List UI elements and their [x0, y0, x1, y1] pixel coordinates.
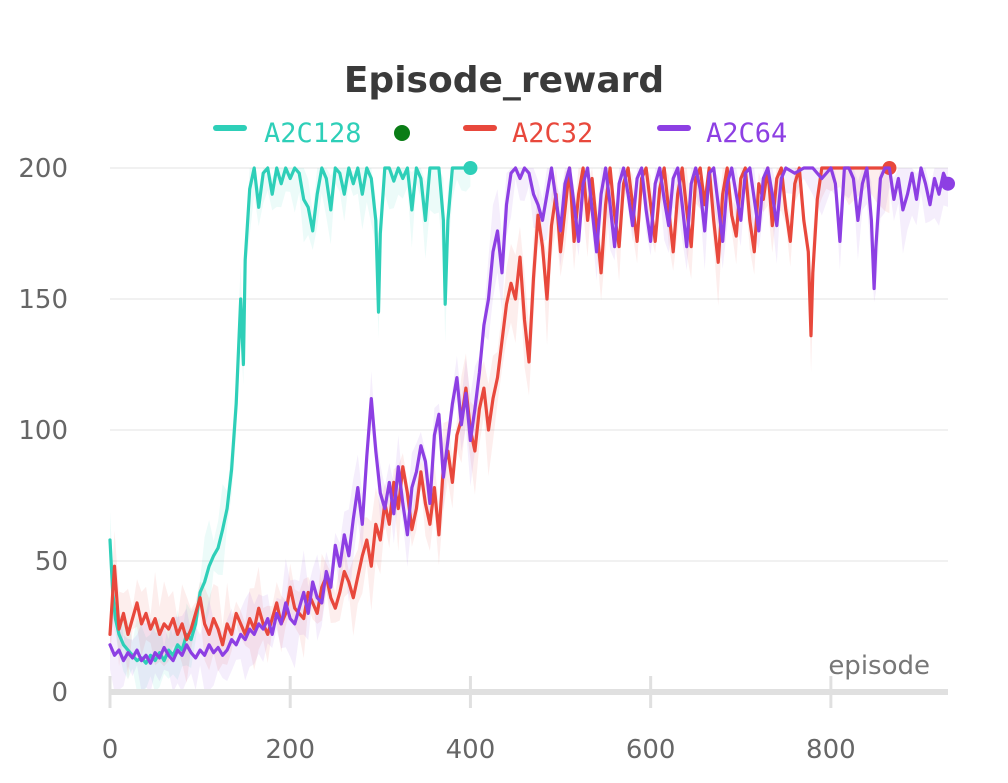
band-a2c128	[110, 168, 471, 692]
x-tick-label: 400	[446, 735, 496, 765]
legend-label-a2c128[interactable]: A2C128	[264, 118, 362, 149]
series-line-a2c32[interactable]	[108, 166, 891, 647]
chart-title: Episode_reward	[344, 60, 664, 101]
band-a2c64	[110, 168, 948, 692]
legend-label-a2c32[interactable]: A2C32	[512, 118, 593, 149]
chart-legend[interactable]: A2C128 A2C32 A2C64	[213, 118, 787, 149]
series-line-a2c64[interactable]	[108, 166, 950, 665]
y-tick-label: 200	[18, 154, 68, 184]
raw-data-bands	[110, 168, 948, 692]
x-tick-label: 600	[626, 735, 676, 765]
y-tick-label: 0	[51, 678, 68, 708]
x-axis-label: episode	[828, 651, 930, 681]
y-tick-label: 50	[35, 547, 68, 577]
x-tick-label: 800	[806, 735, 856, 765]
x-tick-label: 200	[265, 735, 315, 765]
legend-active-dot	[394, 125, 410, 141]
series-endpoint-a2c64[interactable]	[941, 176, 955, 191]
x-tick-label: 0	[102, 735, 119, 765]
series-line-a2c128[interactable]	[108, 166, 472, 665]
y-tick-label: 150	[18, 285, 68, 315]
legend-label-a2c64[interactable]: A2C64	[706, 118, 787, 149]
chart-series-lines	[108, 161, 955, 665]
band-a2c32	[110, 168, 890, 683]
y-tick-label: 100	[18, 416, 68, 446]
series-endpoint-a2c128[interactable]	[463, 161, 478, 175]
chart-axes: 0 200 400 600 800	[102, 676, 948, 765]
